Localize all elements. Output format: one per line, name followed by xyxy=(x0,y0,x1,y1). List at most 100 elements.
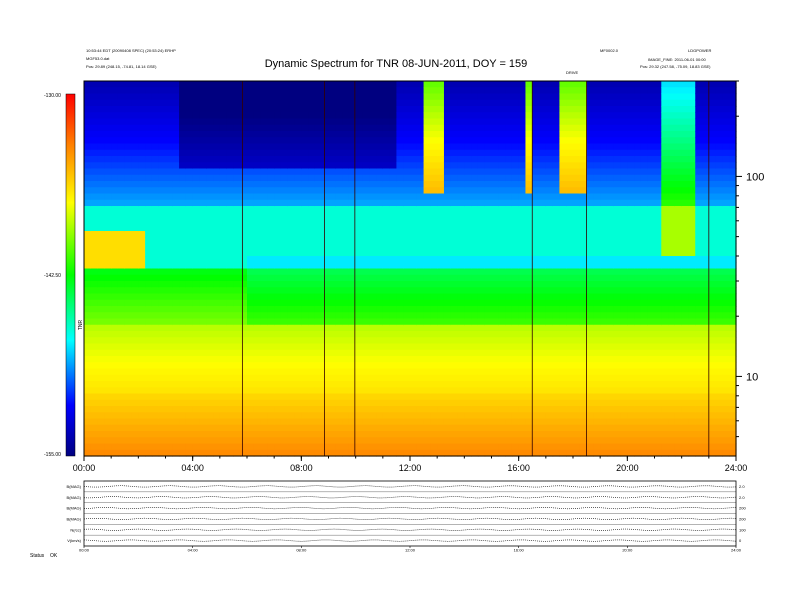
heatmap-cell xyxy=(477,393,486,401)
heatmap-cell xyxy=(274,187,282,195)
heatmap-cell xyxy=(566,93,574,101)
heatmap-cell xyxy=(84,193,92,201)
heatmap-cell xyxy=(233,374,241,382)
heatmap-cell xyxy=(253,368,262,376)
heatmap-cell xyxy=(634,356,642,363)
heatmap-cell xyxy=(294,231,302,238)
heatmap-cell xyxy=(620,168,628,176)
heatmap-cell xyxy=(518,149,527,157)
heatmap-cell xyxy=(145,193,153,201)
heatmap-cell xyxy=(389,224,398,232)
heatmap-cell xyxy=(253,406,262,413)
heatmap-cell xyxy=(355,231,364,238)
heatmap-cell xyxy=(382,199,391,207)
heatmap-cell xyxy=(185,93,194,101)
heatmap-cell xyxy=(511,356,520,363)
heatmap-cell xyxy=(240,287,248,295)
heatmap-cell xyxy=(471,124,479,132)
heatmap-cell xyxy=(586,256,594,263)
heatmap-cell xyxy=(348,156,357,163)
heatmap-cell xyxy=(416,256,425,263)
heatmap-cell xyxy=(464,406,472,413)
heatmap-cell xyxy=(124,449,133,457)
heatmap-cell xyxy=(430,131,438,138)
heatmap-cell xyxy=(280,118,289,126)
heatmap-cell xyxy=(260,156,268,163)
heatmap-cell xyxy=(423,206,431,213)
heatmap-cell xyxy=(382,131,391,138)
heatmap-cell xyxy=(559,143,567,151)
heatmap-cell xyxy=(158,443,167,451)
heatmap-cell xyxy=(124,437,133,445)
heatmap-cell xyxy=(525,256,533,263)
heatmap-cell xyxy=(97,224,105,232)
heatmap-cell xyxy=(287,393,296,401)
heatmap-cell xyxy=(240,249,248,257)
heatmap-cell xyxy=(355,399,364,407)
heatmap-cell xyxy=(593,112,601,120)
heatmap-cell xyxy=(84,281,92,288)
heatmap-cell xyxy=(213,199,221,207)
heatmap-cell xyxy=(484,93,493,101)
heatmap-cell xyxy=(593,349,601,357)
heatmap-cell xyxy=(443,174,452,182)
heatmap-cell xyxy=(369,112,377,120)
heatmap-cell xyxy=(274,156,282,163)
heatmap-cell xyxy=(111,193,119,201)
heatmap-cell xyxy=(606,206,615,213)
heatmap-cell xyxy=(477,131,486,138)
heatmap-cell xyxy=(328,337,336,345)
heatmap-cell xyxy=(172,206,180,213)
heatmap-cell xyxy=(369,449,377,457)
heatmap-cell xyxy=(586,156,594,163)
heatmap-cell xyxy=(484,274,493,282)
heatmap-cell xyxy=(457,212,465,220)
heatmap-cell xyxy=(253,124,262,132)
heatmap-cell xyxy=(450,293,459,301)
heatmap-cell xyxy=(342,149,350,157)
heatmap-cell xyxy=(213,237,221,245)
heatmap-cell xyxy=(532,237,540,245)
heatmap-cell xyxy=(247,168,255,176)
heatmap-cell xyxy=(437,368,445,376)
heatmap-cell xyxy=(457,156,465,163)
heatmap-cell xyxy=(634,243,642,251)
heatmap-cell xyxy=(233,218,241,226)
heatmap-cell xyxy=(525,87,533,95)
heatmap-cell xyxy=(525,112,533,120)
heatmap-cell xyxy=(206,362,214,370)
heatmap-cell xyxy=(389,174,398,182)
heatmap-cell xyxy=(600,231,608,238)
heatmap-cell xyxy=(600,399,608,407)
heatmap-cell xyxy=(437,112,445,120)
heatmap-cell xyxy=(301,231,309,238)
heatmap-cell xyxy=(640,249,649,257)
heatmap-cell xyxy=(308,324,316,332)
heatmap-cell xyxy=(410,418,418,426)
heatmap-cell xyxy=(491,118,499,126)
heatmap-cell xyxy=(471,174,479,182)
heatmap-cell xyxy=(185,231,194,238)
heatmap-cell xyxy=(573,224,581,232)
heatmap-cell xyxy=(158,206,167,213)
heatmap-cell xyxy=(226,224,235,232)
heatmap-cell xyxy=(308,249,316,257)
heatmap-cell xyxy=(199,281,207,288)
heatmap-cell xyxy=(416,243,425,251)
heatmap-cell xyxy=(138,224,146,232)
heatmap-cell xyxy=(328,174,336,182)
heatmap-cell xyxy=(328,262,336,270)
heatmap-cell xyxy=(158,81,167,88)
heatmap-cell xyxy=(430,262,438,270)
heatmap-cell xyxy=(287,262,296,270)
heatmap-cell xyxy=(634,143,642,151)
heatmap-cell xyxy=(138,306,146,313)
heatmap-cell xyxy=(443,412,452,420)
heatmap-cell xyxy=(199,437,207,445)
heatmap-cell xyxy=(260,168,268,176)
heatmap-cell xyxy=(206,118,214,126)
heatmap-cell xyxy=(97,156,105,163)
heatmap-cell xyxy=(511,162,520,170)
heatmap-cell xyxy=(247,324,255,332)
heatmap-cell xyxy=(552,149,561,157)
